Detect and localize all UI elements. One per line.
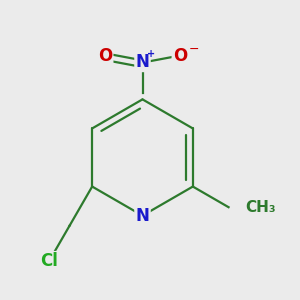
Text: O: O [98,47,112,65]
Text: Cl: Cl [40,252,58,270]
Text: CH₃: CH₃ [245,200,276,215]
Text: N: N [136,207,149,225]
Text: −: − [189,43,200,56]
Text: N: N [136,53,149,71]
Text: +: + [147,49,155,58]
Text: O: O [173,47,187,65]
